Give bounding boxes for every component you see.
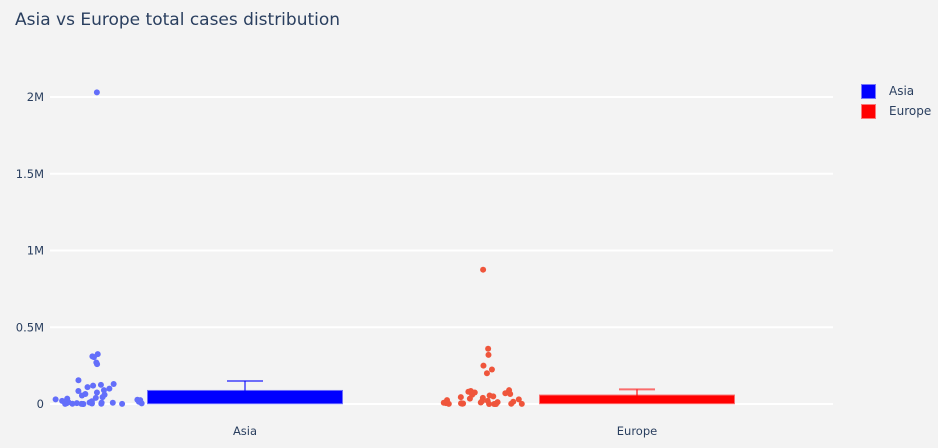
data-point <box>518 400 525 407</box>
data-point <box>94 361 101 368</box>
data-point <box>99 394 106 401</box>
data-point <box>75 387 82 394</box>
data-point <box>100 387 107 394</box>
data-point <box>75 377 82 384</box>
data-point <box>486 400 493 407</box>
data-point <box>483 370 490 377</box>
trace-asia <box>52 89 343 407</box>
trace-europe <box>440 266 735 407</box>
chart-title: Asia vs Europe total cases distribution <box>15 10 341 30</box>
data-point <box>97 381 104 388</box>
data-point <box>138 400 145 407</box>
data-point <box>90 354 97 361</box>
data-point <box>110 381 117 388</box>
data-point <box>52 396 59 403</box>
data-point <box>109 399 116 406</box>
data-point <box>62 400 69 407</box>
y-tick-label: 2M <box>27 90 44 104</box>
data-point <box>78 392 85 399</box>
legend-label: Asia <box>889 84 914 98</box>
data-point <box>93 389 100 396</box>
data-point <box>485 351 492 358</box>
data-point <box>90 382 97 389</box>
data-point <box>480 362 487 369</box>
legend: Asia Europe <box>861 84 931 119</box>
x-tick-label: Asia <box>233 424 257 438</box>
y-axis-ticks: 0 0.5M 1M 1.5M 2M <box>16 90 44 411</box>
legend-swatch <box>861 84 876 99</box>
data-point <box>502 390 509 397</box>
y-tick-label: 1M <box>27 244 44 258</box>
data-point <box>459 400 466 407</box>
data-point <box>480 266 487 273</box>
data-point <box>89 400 96 407</box>
data-point <box>466 395 473 402</box>
data-point <box>73 400 80 407</box>
y-tick-label: 1.5M <box>16 167 44 181</box>
y-tick-label: 0.5M <box>16 320 44 334</box>
data-point <box>119 400 126 407</box>
data-point <box>488 366 495 373</box>
box <box>539 394 735 405</box>
data-point <box>507 391 514 398</box>
legend-item-asia[interactable]: Asia <box>861 84 914 99</box>
data-point <box>80 400 87 407</box>
data-point <box>92 394 99 401</box>
legend-item-europe[interactable]: Europe <box>861 104 931 119</box>
data-point <box>84 384 91 391</box>
gridlines <box>50 96 833 405</box>
data-point <box>493 400 500 407</box>
legend-swatch <box>861 104 876 119</box>
data-point <box>93 89 100 96</box>
data-point <box>477 399 484 406</box>
data-point <box>106 385 113 392</box>
data-point <box>98 400 105 407</box>
traces <box>52 89 735 407</box>
data-point <box>485 345 492 352</box>
y-tick-label: 0 <box>37 397 44 411</box>
data-point <box>508 400 515 407</box>
x-tick-label: Europe <box>617 424 657 438</box>
data-point <box>515 396 522 403</box>
legend-label: Europe <box>889 104 931 118</box>
data-point <box>490 393 497 400</box>
data-point <box>457 394 464 401</box>
data-point <box>445 400 452 407</box>
x-axis-ticks: Asia Europe <box>233 424 657 438</box>
data-point <box>69 400 76 407</box>
